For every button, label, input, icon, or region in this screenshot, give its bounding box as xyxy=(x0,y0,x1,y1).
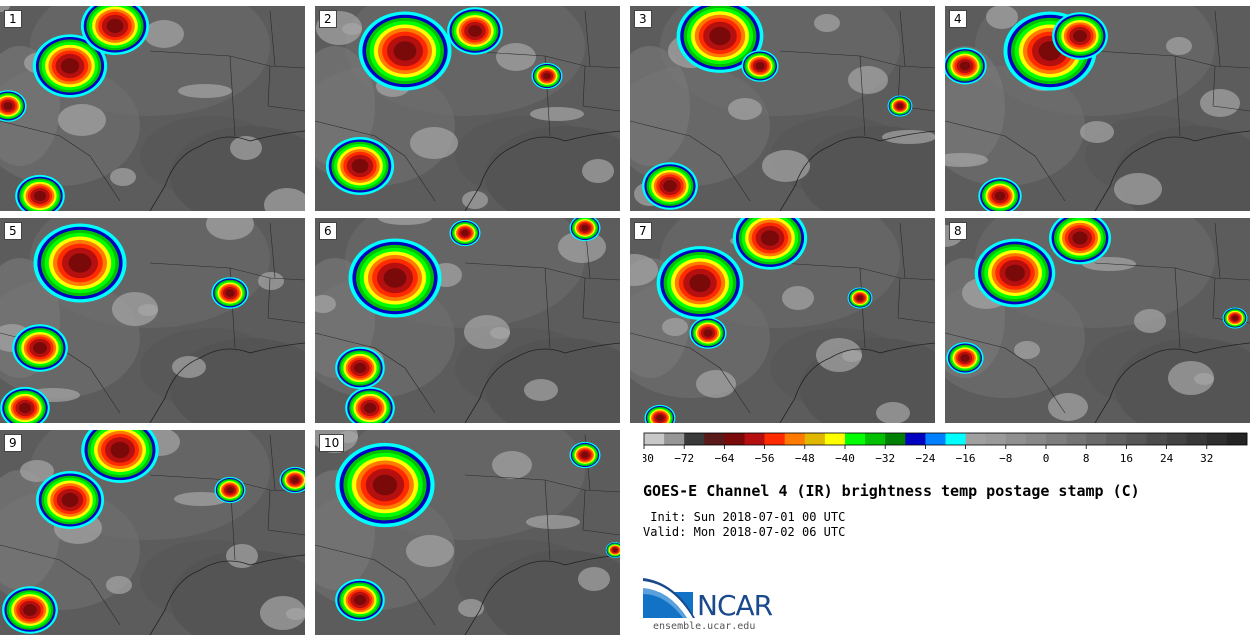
ensemble-member-panel: 6 xyxy=(315,218,620,423)
ir-satellite-map xyxy=(0,218,305,423)
ensemble-member-panel: 10 xyxy=(315,430,620,635)
colorbar-segment xyxy=(1146,433,1167,445)
ensemble-member-panel: 7 xyxy=(630,218,935,423)
colorbar-tick-label: −40 xyxy=(835,452,855,465)
colorbar-tick-label: 32 xyxy=(1200,452,1213,465)
valid-time: Valid: Mon 2018-07-02 06 UTC xyxy=(643,525,845,539)
colorbar-segment xyxy=(925,433,946,445)
colorbar-segment xyxy=(1226,433,1248,445)
colorbar-tick-label: −72 xyxy=(674,452,694,465)
ensemble-member-panel: 3 xyxy=(630,6,935,211)
colorbar-segment xyxy=(744,433,765,445)
colorbar-segment xyxy=(985,433,1007,445)
colorbar-tick-label: −16 xyxy=(956,452,976,465)
colorbar-segment xyxy=(644,433,665,445)
ir-satellite-map xyxy=(315,6,620,211)
colorbar-segment xyxy=(684,433,705,445)
init-value: Sun 2018-07-01 00 UTC xyxy=(693,510,846,524)
ir-satellite-map xyxy=(0,430,305,635)
colorbar-tick-label: 0 xyxy=(1043,452,1050,465)
colorbar-segment xyxy=(1166,433,1187,445)
ir-satellite-map xyxy=(315,430,620,635)
colorbar-tick-label: −24 xyxy=(915,452,935,465)
colorbar-tick-label: −8 xyxy=(999,452,1012,465)
panel-number: 8 xyxy=(949,222,967,240)
panel-number: 2 xyxy=(319,10,337,28)
colorbar-segment xyxy=(1025,433,1047,445)
ir-satellite-map xyxy=(630,6,935,211)
panel-number: 5 xyxy=(4,222,22,240)
panel-number: 9 xyxy=(4,434,22,452)
colorbar-tick-label: 24 xyxy=(1160,452,1174,465)
ir-satellite-map xyxy=(945,6,1250,211)
colorbar-segment xyxy=(865,433,886,445)
colorbar-segment xyxy=(664,433,685,445)
panel-number: 1 xyxy=(4,10,22,28)
ir-satellite-map xyxy=(315,218,620,423)
panel-number: 10 xyxy=(319,434,345,452)
ir-satellite-map xyxy=(0,6,305,211)
ensemble-member-panel: 5 xyxy=(0,218,305,423)
colorbar-tick-label: 16 xyxy=(1120,452,1133,465)
colorbar-tick-label: −56 xyxy=(755,452,775,465)
colorbar-segment xyxy=(1206,433,1228,445)
colorbar-segment xyxy=(1046,433,1067,445)
init-label: Init: xyxy=(643,510,687,524)
colorbar-tick-label: −32 xyxy=(875,452,895,465)
colorbar-tick-label: −64 xyxy=(714,452,734,465)
colorbar-segment xyxy=(1066,433,1087,445)
colorbar-segment xyxy=(1005,433,1027,445)
colorbar-tick-label: 8 xyxy=(1083,452,1090,465)
panel-number: 4 xyxy=(949,10,967,28)
ensemble-member-panel: 8 xyxy=(945,218,1250,423)
valid-value: Mon 2018-07-02 06 UTC xyxy=(693,525,846,539)
ensemble-member-panel: 1 xyxy=(0,6,305,211)
logo-url: ensemble.ucar.edu xyxy=(653,621,756,632)
figure-title: GOES-E Channel 4 (IR) brightness temp po… xyxy=(643,482,1140,500)
ir-satellite-map xyxy=(630,218,935,423)
ensemble-member-panel: 4 xyxy=(945,6,1250,211)
panel-number: 3 xyxy=(634,10,652,28)
colorbar-segment xyxy=(784,433,806,445)
ensemble-member-panel: 2 xyxy=(315,6,620,211)
colorbar-segment xyxy=(724,433,745,445)
colorbar-segment xyxy=(704,433,725,445)
valid-label: Valid: xyxy=(643,525,687,539)
ensemble-member-panel: 9 xyxy=(0,430,305,635)
panel-number: 7 xyxy=(634,222,652,240)
colorbar-frame xyxy=(643,432,1248,446)
colorbar-segment xyxy=(965,433,986,445)
colorbar-tick-label: −80 xyxy=(643,452,654,465)
colorbar-segment xyxy=(885,433,906,445)
colorbar-segment xyxy=(764,433,785,445)
logo-text: NCAR xyxy=(697,589,773,622)
colorbar-segment xyxy=(845,433,866,445)
colorbar-segment xyxy=(1086,433,1107,445)
colorbar-segment xyxy=(905,433,926,445)
colorbar-segment xyxy=(1126,433,1147,445)
colorbar-segment xyxy=(945,433,966,445)
colorbar-segment xyxy=(804,433,826,445)
panel-number: 6 xyxy=(319,222,337,240)
ncar-logo-icon xyxy=(643,578,695,618)
colorbar-tick-label: −48 xyxy=(795,452,815,465)
colorbar-segment xyxy=(1106,433,1127,445)
colorbar-segment xyxy=(1186,433,1208,445)
colorbar-segment xyxy=(824,433,846,445)
init-time: Init: Sun 2018-07-01 00 UTC xyxy=(643,510,845,524)
ir-satellite-map xyxy=(945,218,1250,423)
